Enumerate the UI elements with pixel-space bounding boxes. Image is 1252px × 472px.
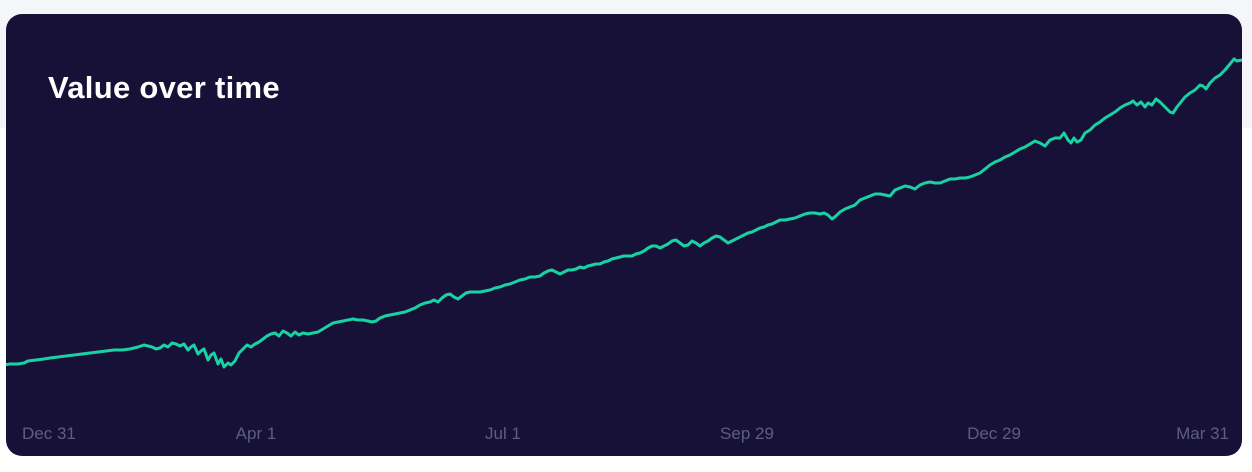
value-line	[6, 57, 1242, 369]
value-over-time-card: Value over time Dec 31 Apr 1 Jul 1 Sep 29 De…	[6, 14, 1242, 456]
line-chart	[6, 57, 1242, 369]
chart-title: Value over time	[48, 70, 280, 105]
